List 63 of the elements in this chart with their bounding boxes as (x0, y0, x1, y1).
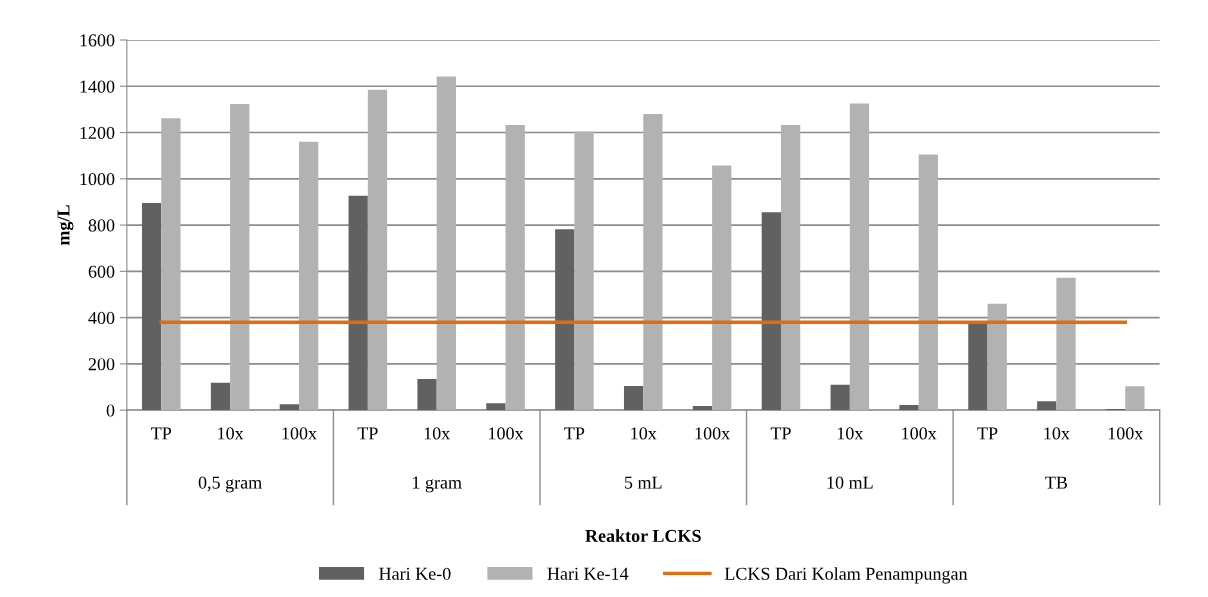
bar (505, 124, 525, 411)
bar (623, 386, 644, 411)
text: 1 gram (412, 476, 462, 493)
text: 10 mL (827, 476, 873, 489)
bar (417, 378, 437, 411)
bar (298, 141, 319, 411)
y-axis-title: mg/L (57, 205, 74, 246)
bar (348, 195, 368, 411)
bar (486, 403, 506, 411)
legend-label: LCKS Dari Kolam Penampungan (724, 567, 968, 584)
bar (555, 229, 575, 411)
legend-label: Hari Ke-14 (547, 567, 629, 580)
bar (780, 124, 801, 411)
bar (574, 131, 594, 411)
x-tick-label: 100x (902, 427, 937, 440)
bar (436, 76, 456, 411)
text: 5 mL (625, 476, 662, 489)
bar (279, 404, 299, 411)
bar (161, 118, 181, 411)
bar (712, 165, 732, 411)
y-tick-label: 1400 (80, 80, 115, 93)
bar (692, 405, 713, 411)
bar (899, 405, 919, 411)
x-tick-label: 100x (1108, 427, 1144, 440)
x-tick-label: 10x (424, 427, 451, 440)
bar (849, 103, 870, 411)
x-tick-label: TP (564, 427, 585, 440)
x-tick-label: 10x (218, 427, 244, 440)
x-tick-label: 100x (695, 427, 730, 440)
y-tick-label: 1600 (80, 34, 115, 47)
bar (1125, 386, 1145, 411)
text: TB (1045, 476, 1068, 489)
bar (987, 303, 1007, 411)
x-tick-label: 10x (1044, 427, 1070, 440)
x-tick-label: 10x (631, 427, 657, 440)
bar (761, 212, 781, 411)
bar (367, 89, 388, 411)
x-tick-label: TP (977, 427, 998, 440)
x-tick-label: 100x (282, 427, 317, 440)
legend-label: Hari Ke-0 (379, 567, 451, 580)
y-tick-label: 0 (106, 404, 115, 417)
y-tick-label: 200 (88, 358, 115, 371)
x-tick-label: 100x (489, 427, 524, 440)
y-tick-label: 800 (88, 219, 115, 232)
y-tick-label: 600 (88, 265, 115, 278)
y-tick-label: 1000 (80, 173, 115, 186)
x-tick-label: 10x (837, 427, 864, 440)
bar (968, 324, 988, 411)
bar (918, 154, 938, 411)
x-tick-label: TP (770, 427, 791, 440)
bar (1037, 401, 1057, 411)
y-tick-label: 400 (88, 311, 115, 325)
y-tick-label: 1200 (80, 126, 115, 139)
bar (210, 382, 231, 411)
bar (1056, 277, 1076, 411)
bar (830, 384, 850, 411)
x-tick-label: TP (151, 427, 172, 440)
x-tick-label: TP (357, 427, 378, 440)
text: 0,5 gram (198, 476, 262, 493)
bar (141, 203, 162, 411)
x-axis-title: Reaktor LCKS (585, 529, 701, 542)
bar (643, 114, 663, 411)
bar (230, 104, 250, 411)
